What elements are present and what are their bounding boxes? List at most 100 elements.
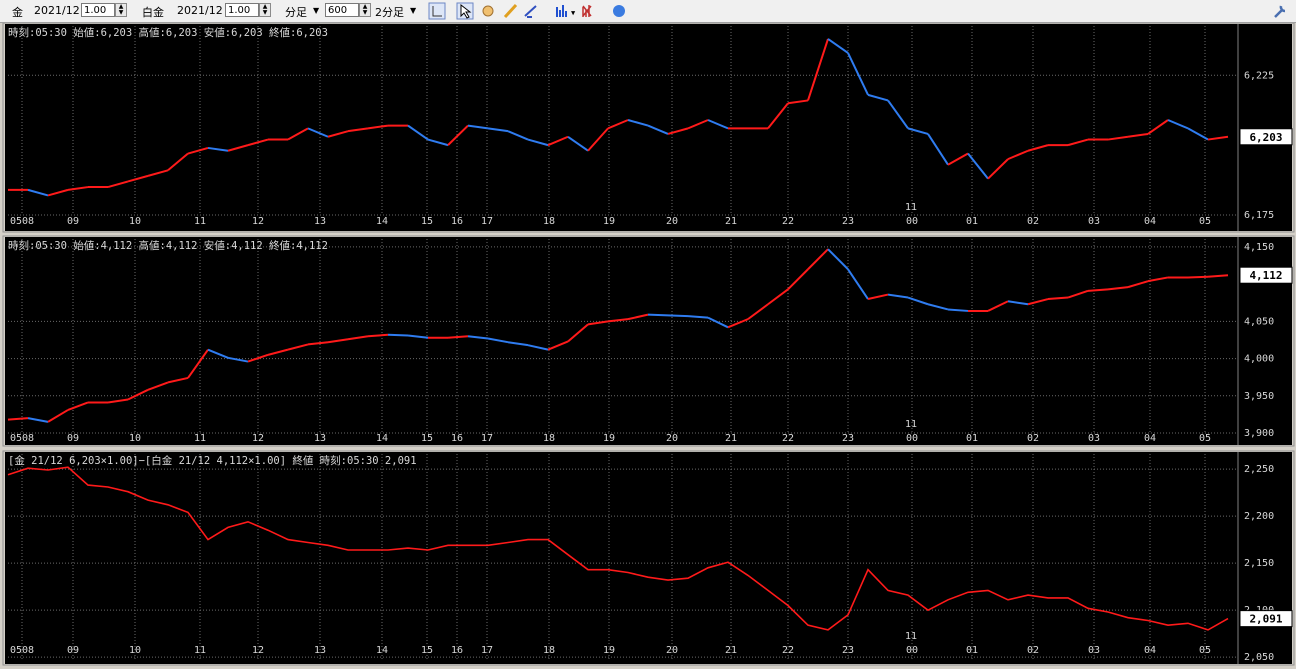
price-segment [767, 102, 789, 130]
panel-header: [金 21/12 6,203×1.00]−[白金 21/12 4,112×1.0… [8, 454, 417, 467]
x-tick-label: 00 [906, 433, 918, 444]
price-segment [507, 130, 529, 141]
price-segment [407, 334, 429, 339]
x-tick-label: 16 [451, 216, 463, 227]
price-segment [287, 343, 309, 351]
y-tick-label: 6,175 [1244, 210, 1274, 221]
dropdown-arrow[interactable]: ▼ [313, 6, 320, 15]
price-segment [327, 338, 349, 344]
spinner[interactable]: ▲ ▼ [115, 3, 127, 17]
x-tick-label: 22 [782, 645, 794, 656]
icon-cursor-line[interactable] [428, 2, 446, 20]
price-segment [447, 124, 469, 146]
x-tick-label: 19 [603, 433, 615, 444]
price-segment [887, 99, 909, 129]
y-tick-label: 6,225 [1244, 70, 1274, 81]
x-tick-label: 0508 [10, 645, 34, 656]
price-segment [607, 318, 629, 323]
price-segment [487, 337, 509, 344]
y-tick-label: 4,000 [1244, 354, 1274, 365]
price-segment [907, 127, 929, 135]
price-segment [867, 293, 889, 301]
price-segment [807, 248, 829, 270]
x-tick-label: 12 [252, 216, 264, 227]
price-segment [287, 127, 309, 141]
price-segment [207, 348, 229, 359]
settings-icon[interactable] [1272, 3, 1288, 19]
y-tick-label: 2,200 [1244, 511, 1274, 522]
icon-glyph [460, 3, 472, 19]
item1-label: 金 [12, 6, 23, 19]
price-segment [1067, 289, 1089, 299]
x-tick-label: 23 [842, 216, 854, 227]
icon-hand[interactable] [482, 5, 494, 17]
toolbar: 金 2021/12 1.00 ▲ ▼ 白金 2021/12 1.00 ▲ ▼ 分足 … [0, 0, 1296, 23]
period-unit[interactable]: 分足 [285, 6, 307, 19]
interval[interactable]: 2分足 [375, 6, 404, 19]
item2-label: 白金 [142, 6, 164, 19]
dropdown-arrow[interactable]: ▼ [571, 9, 576, 17]
x-tick-label: 13 [314, 216, 326, 227]
price-segment [1207, 135, 1229, 141]
price-segment [707, 119, 729, 130]
x-tick-label: 12 [252, 433, 264, 444]
price-segment [1007, 300, 1029, 306]
icon-clear[interactable] [582, 5, 592, 17]
price-segment [107, 398, 129, 404]
price-segment [47, 188, 69, 197]
item1-qty[interactable]: 1.00 [81, 3, 115, 17]
price-segment [427, 138, 449, 147]
bar-count[interactable]: 600 [325, 3, 359, 17]
price-segment [307, 127, 329, 138]
price-segment [927, 303, 949, 311]
x-tick-label: 00 [906, 645, 918, 656]
spinner[interactable]: ▲ ▼ [259, 3, 271, 17]
icon-draw[interactable] [524, 5, 537, 18]
last-value-label: 6,203 [1249, 131, 1282, 144]
price-segment [347, 335, 369, 341]
x-tick-label: 04 [1144, 645, 1156, 656]
price-segment [1167, 119, 1189, 130]
price-segment [167, 376, 189, 384]
price-segment [847, 52, 869, 96]
price-segment [787, 268, 809, 291]
price-segment [447, 335, 469, 339]
dropdown-arrow[interactable]: ▼ [410, 6, 417, 15]
item2-qty[interactable]: 1.00 [225, 3, 259, 17]
x-tick-label: 11 [194, 433, 206, 444]
price-segment [1187, 275, 1209, 279]
price-segment [927, 133, 949, 166]
x-tick-label: 16 [451, 433, 463, 444]
session-marker: 11 [905, 419, 917, 430]
price-segment [807, 38, 829, 101]
price-segment [987, 300, 1009, 312]
session-marker: 11 [905, 202, 917, 213]
price-segment [1147, 276, 1169, 283]
price-segment [687, 315, 709, 319]
x-tick-label: 00 [906, 216, 918, 227]
last-value-box [1239, 266, 1293, 284]
icon-pen[interactable] [503, 3, 518, 19]
price-segment [627, 119, 649, 127]
price-segment [187, 146, 209, 155]
price-segment [667, 314, 689, 318]
x-tick-label: 03 [1088, 645, 1100, 656]
panel-background [5, 237, 1292, 445]
price-segment [387, 333, 409, 337]
price-segment [527, 138, 549, 147]
icon-refresh[interactable] [613, 5, 625, 17]
x-tick-label: 13 [314, 645, 326, 656]
price-segment [987, 158, 1009, 180]
price-segment [1027, 298, 1049, 306]
price-segment [327, 130, 349, 138]
price-segment [507, 341, 529, 347]
price-segment [367, 124, 389, 130]
price-segment [7, 417, 29, 421]
y-tick-label: 4,050 [1244, 316, 1274, 327]
icon-bars[interactable] [556, 5, 567, 17]
price-segment [47, 409, 69, 423]
price-segment [707, 316, 729, 329]
spinner[interactable]: ▲ ▼ [359, 3, 371, 17]
series-line [7, 466, 1229, 631]
price-segment [127, 388, 149, 401]
